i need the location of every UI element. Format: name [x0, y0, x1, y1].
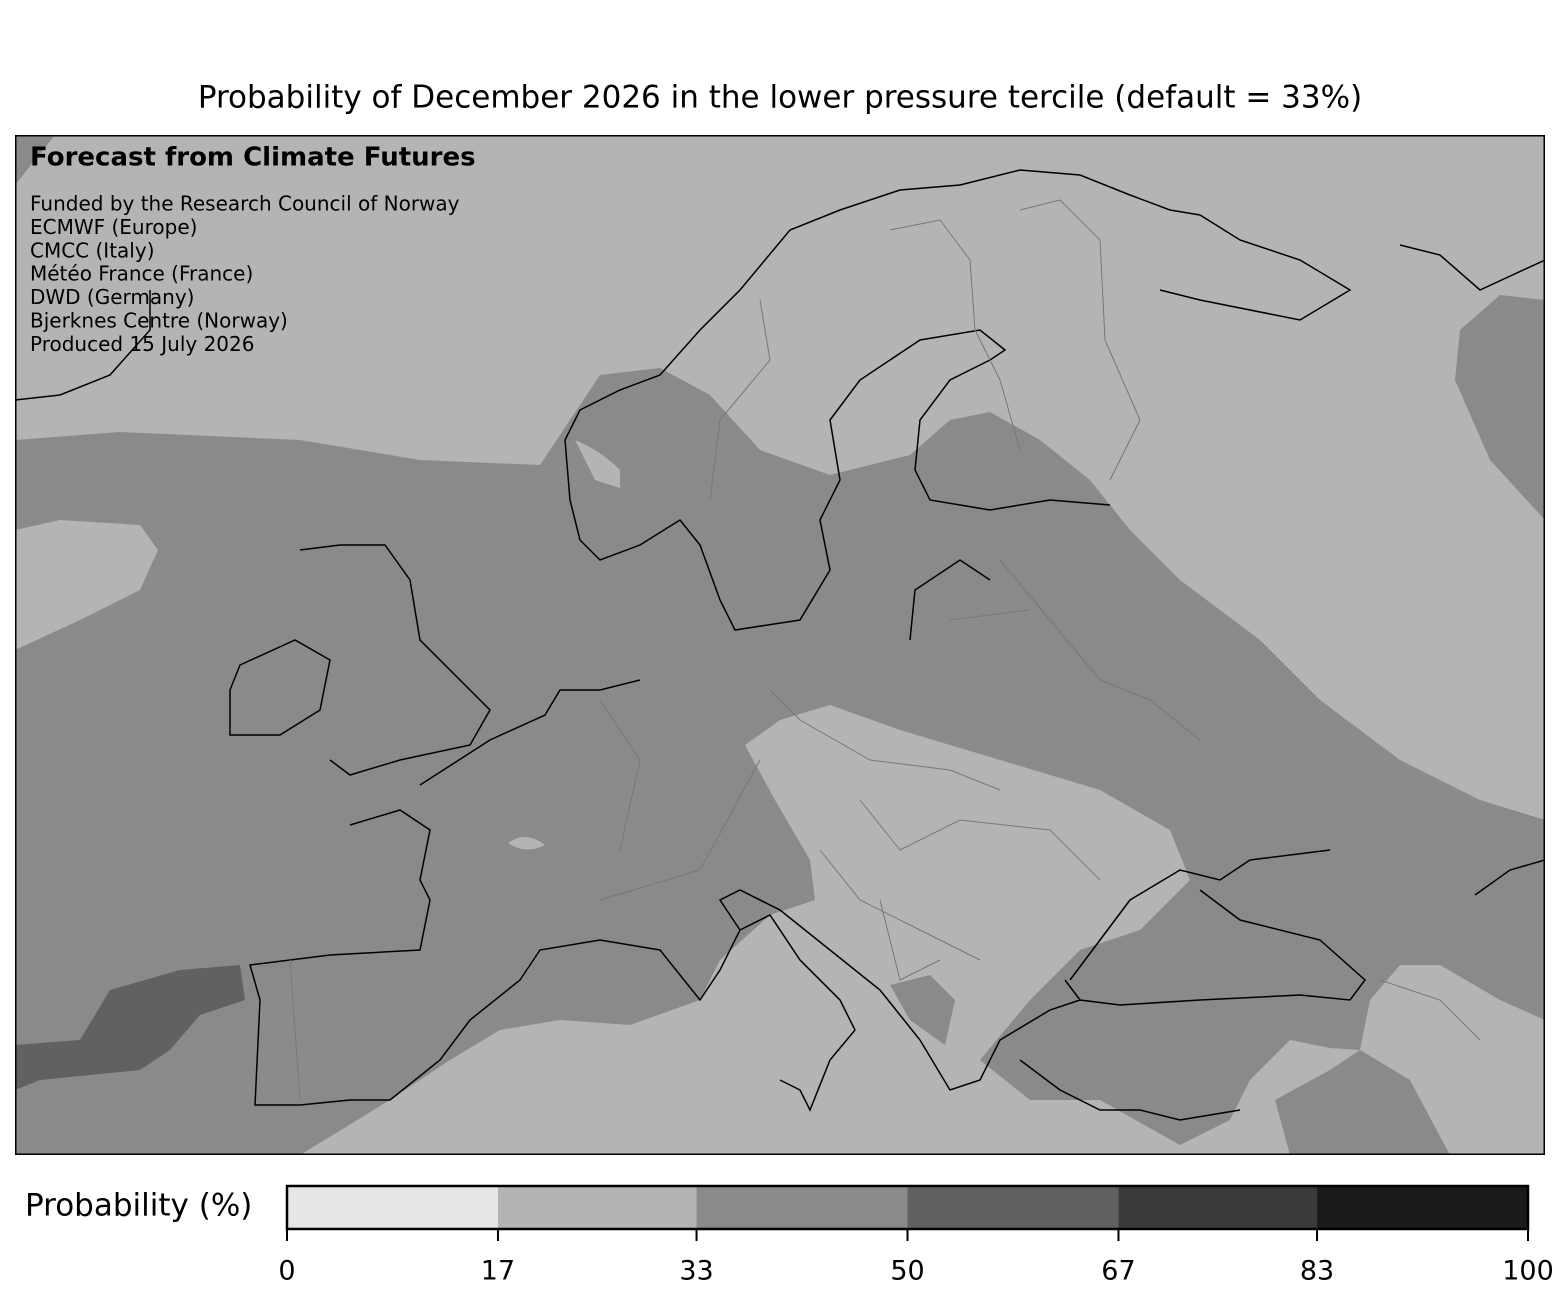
- country-border: [289, 199, 1481, 1101]
- colorbar-segment: [1317, 1186, 1528, 1229]
- coastline: [15, 169, 1545, 1121]
- colorbar-segment: [696, 1186, 908, 1229]
- colorbar-tick-label: 33: [679, 1256, 713, 1287]
- colorbar-segment: [1118, 1186, 1318, 1229]
- colorbar-tick-label: 50: [890, 1256, 924, 1287]
- probability-region: [15, 965, 245, 1090]
- colorbar-segment: [287, 1186, 498, 1229]
- annotation-line: Météo France (France): [30, 262, 253, 286]
- annotation-line: CMCC (Italy): [30, 238, 155, 262]
- probability-region: [15, 135, 55, 185]
- colorbar-tick-label: 100: [1502, 1256, 1554, 1287]
- probability-region: [1275, 1050, 1450, 1155]
- colorbar-tick-label: 67: [1101, 1256, 1135, 1287]
- chart-title: Probability of December 2026 in the lowe…: [198, 80, 1362, 116]
- probability-region: [15, 368, 1545, 1155]
- map: [15, 135, 1545, 1155]
- colorbar-segment: [497, 1186, 697, 1229]
- colorbar-label: Probability (%): [25, 1188, 252, 1224]
- colorbar: 0 17 33 50 67 83 100: [278, 1184, 1554, 1287]
- probability-region: [890, 975, 955, 1045]
- annotation-line: DWD (Germany): [30, 285, 194, 309]
- colorbar-segment: [907, 1186, 1119, 1229]
- annotation-line: ECMWF (Europe): [30, 215, 197, 239]
- annotation-heading: Forecast from Climate Futures: [30, 143, 476, 173]
- probability-region: [1455, 295, 1545, 520]
- annotation-line: Bjerknes Centre (Norway): [30, 309, 288, 333]
- annotation-line: Funded by the Research Council of Norway: [30, 192, 460, 216]
- colorbar-tick-label: 83: [1300, 1256, 1334, 1287]
- colorbar-tick-label: 0: [278, 1256, 295, 1287]
- annotation-lines: Funded by the Research Council of Norway…: [30, 192, 460, 356]
- colorbar-tick-label: 17: [481, 1256, 515, 1287]
- probability-region: [508, 836, 545, 850]
- annotation-line: Produced 15 July 2026: [30, 332, 254, 356]
- probability-region: [575, 440, 620, 488]
- probability-region: [15, 520, 158, 650]
